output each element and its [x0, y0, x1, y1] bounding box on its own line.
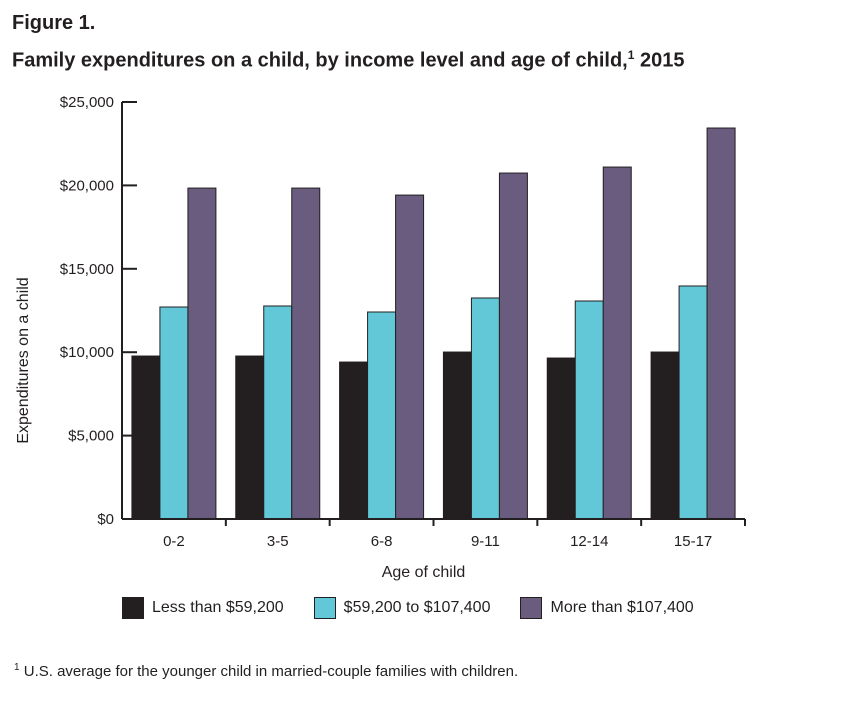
legend-swatch: [122, 597, 144, 619]
x-tick-label: 12-14: [570, 533, 608, 550]
legend-label: Less than $59,200: [152, 599, 284, 616]
y-tick-label: $0: [97, 511, 114, 528]
footnote-mark: 1: [14, 662, 20, 673]
bar-3-5-1: [263, 305, 293, 520]
legend-item-low: Less than $59,200: [122, 597, 284, 619]
y-tick-label: $20,000: [60, 177, 114, 194]
y-axis-label: Expenditures on a child: [15, 277, 32, 443]
bar-3-5-2: [291, 187, 321, 520]
y-tick-label: $10,000: [60, 344, 114, 361]
legend: Less than $59,200 $59,200 to $107,400 Mo…: [122, 597, 694, 619]
legend-item-high: More than $107,400: [520, 597, 694, 619]
legend-label: $59,200 to $107,400: [343, 599, 491, 616]
bar-15-17-0: [650, 351, 680, 520]
legend-swatch: [520, 597, 543, 619]
bar-0-2-0: [131, 355, 161, 520]
chart-title: Family expenditures on a child, by incom…: [12, 48, 684, 73]
bar-15-17-1: [678, 285, 708, 520]
bar-12-14-0: [546, 357, 576, 520]
bar-9-11-1: [470, 297, 500, 520]
y-tick-label: $15,000: [60, 261, 114, 278]
figure-label: Figure 1.: [12, 12, 96, 34]
bar-15-17-2: [706, 127, 736, 520]
bar-6-8-1: [367, 311, 397, 520]
y-tick-label: $5,000: [68, 428, 114, 445]
title-year: 2015: [639, 49, 685, 72]
y-tick-label: $25,000: [60, 94, 114, 111]
bar-12-14-1: [574, 300, 604, 520]
legend-label: More than $107,400: [550, 599, 694, 616]
x-tick-label: 9-11: [471, 533, 500, 550]
x-tick-label: 6-8: [371, 533, 393, 550]
bar-9-11-0: [442, 351, 472, 520]
bar-12-14-2: [602, 166, 632, 520]
bar-6-8-0: [339, 361, 369, 520]
footnote-text: U.S. average for the younger child in ma…: [23, 663, 519, 680]
bar-9-11-2: [498, 172, 528, 520]
title-text: Family expenditures on a child, by incom…: [12, 49, 628, 72]
legend-swatch: [313, 597, 336, 619]
x-tick-label: 3-5: [267, 533, 289, 550]
bar-0-2-1: [159, 306, 189, 520]
bar-3-5-0: [235, 355, 265, 520]
x-axis-label: Age of child: [382, 564, 466, 581]
x-tick-label: 0-2: [163, 533, 185, 550]
x-tick-label: 15-17: [674, 533, 712, 550]
bar-0-2-2: [187, 187, 217, 520]
legend-item-mid: $59,200 to $107,400: [313, 597, 491, 619]
bar-6-8-2: [395, 194, 425, 520]
footnote: 1 U.S. average for the younger child in …: [14, 662, 518, 680]
title-footnote-mark: 1: [627, 48, 635, 62]
